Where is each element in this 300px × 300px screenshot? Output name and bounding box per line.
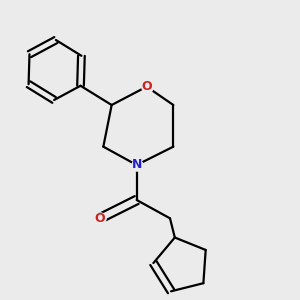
Text: O: O xyxy=(141,80,152,93)
Text: O: O xyxy=(95,212,105,225)
Text: N: N xyxy=(131,158,142,172)
